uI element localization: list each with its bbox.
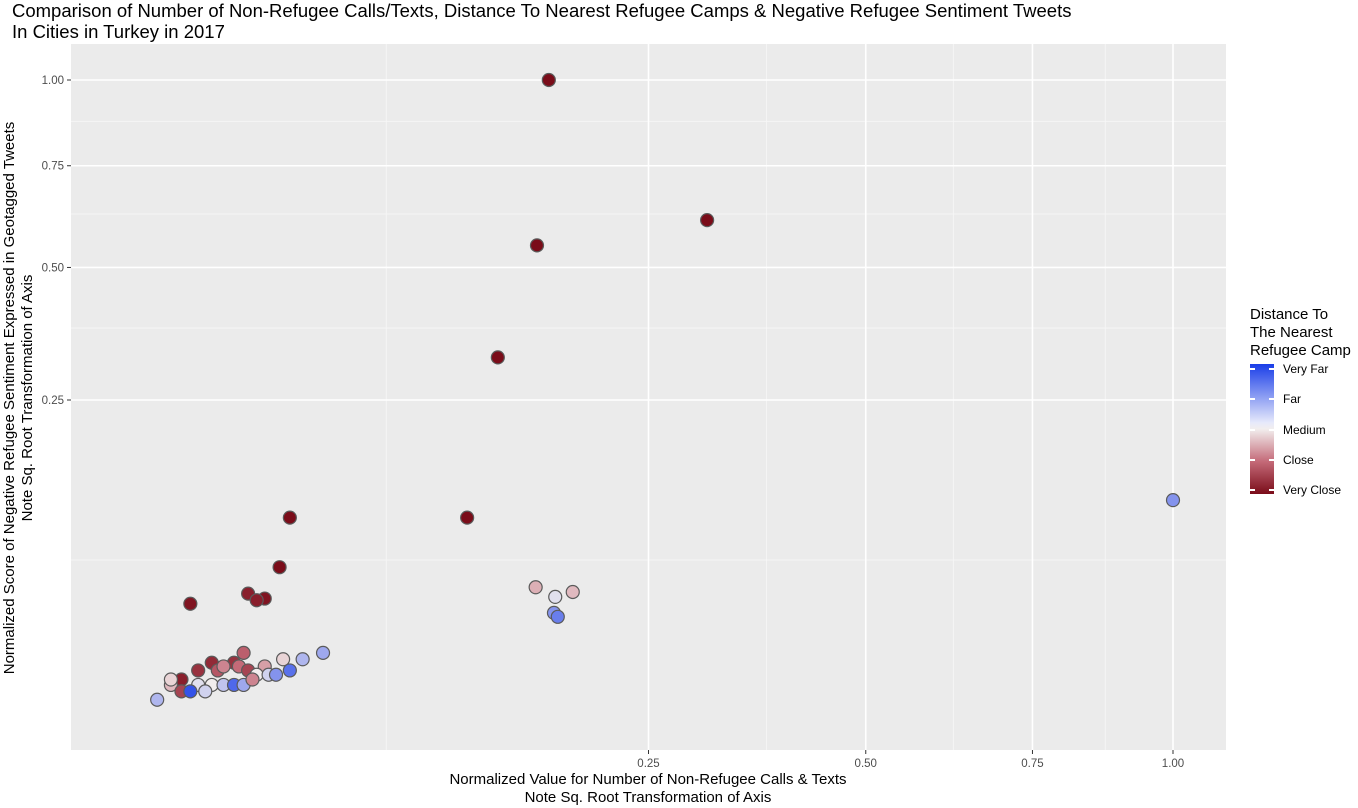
chart-title: Comparison of Number of Non-Refugee Call… bbox=[12, 0, 1312, 42]
data-point bbox=[282, 663, 297, 678]
x-tick-label: 0.50 bbox=[855, 758, 877, 770]
x-axis-title: Normalized Value for Number of Non-Refug… bbox=[449, 771, 846, 806]
data-point bbox=[1165, 493, 1181, 508]
data-point bbox=[198, 684, 213, 699]
legend-label-very-close: Very Close bbox=[1283, 483, 1342, 497]
data-point bbox=[550, 609, 565, 624]
legend-label-medium: Medium bbox=[1283, 423, 1326, 437]
data-point bbox=[183, 596, 198, 611]
x-tick-label: 1.00 bbox=[1162, 758, 1184, 770]
data-point bbox=[490, 350, 505, 365]
data-point bbox=[315, 645, 331, 660]
legend-title-line-3: Refugee Camp bbox=[1250, 342, 1351, 359]
data-point bbox=[236, 645, 251, 660]
data-point bbox=[245, 672, 260, 687]
chart-title-line-2: In Cities in Turkey in 2017 bbox=[12, 21, 225, 42]
data-point bbox=[528, 580, 543, 595]
data-point bbox=[541, 72, 556, 88]
data-point bbox=[191, 663, 206, 678]
legend-title-line-1: Distance To bbox=[1250, 306, 1329, 323]
x-axis-title-line-2: Note Sq. Root Transformation of Axis bbox=[525, 789, 772, 806]
y-tick-label: 0.50 bbox=[42, 262, 64, 274]
y-tick-label: 0.75 bbox=[42, 161, 64, 173]
chart-title-line-1: Comparison of Number of Non-Refugee Call… bbox=[12, 0, 1072, 21]
axis-ticks: 0.25 0.50 0.75 1.00 0.25 0.50 0.75 1.00 bbox=[42, 75, 1185, 770]
data-point bbox=[529, 238, 545, 253]
data-point bbox=[295, 652, 310, 667]
legend-title: Distance To The Nearest Refugee Camp bbox=[1250, 306, 1351, 360]
y-tick-label: 1.00 bbox=[42, 75, 64, 87]
data-point bbox=[565, 584, 580, 600]
data-point bbox=[268, 667, 284, 682]
y-axis-title: Normalized Score of Negative Refugee Sen… bbox=[1, 122, 36, 675]
legend-title-line-2: The Nearest bbox=[1250, 324, 1333, 341]
data-point bbox=[163, 672, 179, 687]
data-point bbox=[150, 692, 165, 707]
data-point bbox=[460, 510, 475, 525]
data-points bbox=[150, 72, 1181, 707]
data-point bbox=[272, 560, 287, 575]
legend-label-very-far: Very Far bbox=[1283, 362, 1329, 376]
y-axis-title-line-2: Note Sq. Root Transformation of Axis bbox=[19, 275, 36, 522]
data-point bbox=[282, 510, 297, 525]
grid-lines bbox=[71, 44, 1226, 750]
data-point bbox=[183, 684, 198, 699]
data-point bbox=[216, 659, 231, 674]
y-tick-label: 0.25 bbox=[42, 395, 64, 407]
data-point bbox=[249, 593, 264, 608]
legend-label-close: Close bbox=[1283, 453, 1314, 467]
data-point bbox=[275, 652, 291, 667]
data-point bbox=[700, 213, 715, 228]
data-point bbox=[548, 589, 563, 604]
y-axis-title-line-1: Normalized Score of Negative Refugee Sen… bbox=[1, 122, 18, 675]
x-axis-title-line-1: Normalized Value for Number of Non-Refug… bbox=[449, 771, 846, 788]
x-tick-label: 0.25 bbox=[637, 758, 659, 770]
x-tick-label: 0.75 bbox=[1021, 758, 1043, 770]
legend-label-far: Far bbox=[1283, 392, 1301, 406]
